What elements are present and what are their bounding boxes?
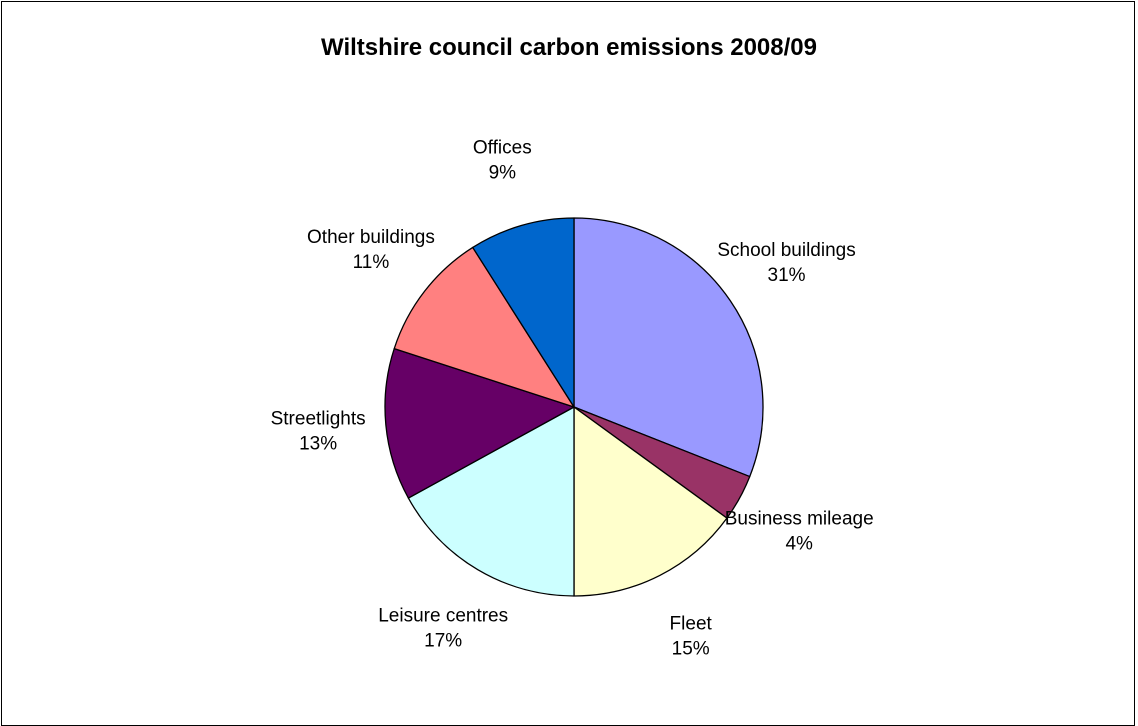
- pie-slice-school-buildings: [573, 217, 764, 478]
- pie-slice-streetlights: [384, 347, 575, 499]
- pie-slice-other-buildings: [393, 246, 575, 408]
- slice-label-business-mileage: Business mileage: [725, 508, 874, 529]
- pie-slice-fleet: [573, 406, 728, 597]
- slice-label-other-buildings: Other buildings: [307, 227, 435, 248]
- slice-percent-offices: 9%: [489, 163, 517, 184]
- chart-title: Wiltshire council carbon emissions 2008/…: [321, 34, 817, 61]
- slice-percent-fleet: 15%: [672, 638, 710, 659]
- slice-label-streetlights: Streetlights: [271, 409, 366, 430]
- pie-slice-leisure-centres: [407, 406, 575, 597]
- slice-label-leisure-centres: Leisure centres: [378, 606, 508, 627]
- slice-percent-leisure-centres: 17%: [424, 631, 462, 652]
- slice-percent-school-buildings: 31%: [768, 265, 806, 286]
- slice-label-fleet: Fleet: [670, 613, 713, 634]
- pie-slice-offices: [472, 217, 575, 408]
- slice-percent-other-buildings: 11%: [353, 252, 390, 273]
- slice-percent-business-mileage: 4%: [785, 533, 813, 554]
- slice-percent-streetlights: 13%: [299, 434, 337, 455]
- slice-label-offices: Offices: [473, 138, 532, 159]
- slice-label-school-buildings: School buildings: [717, 240, 855, 261]
